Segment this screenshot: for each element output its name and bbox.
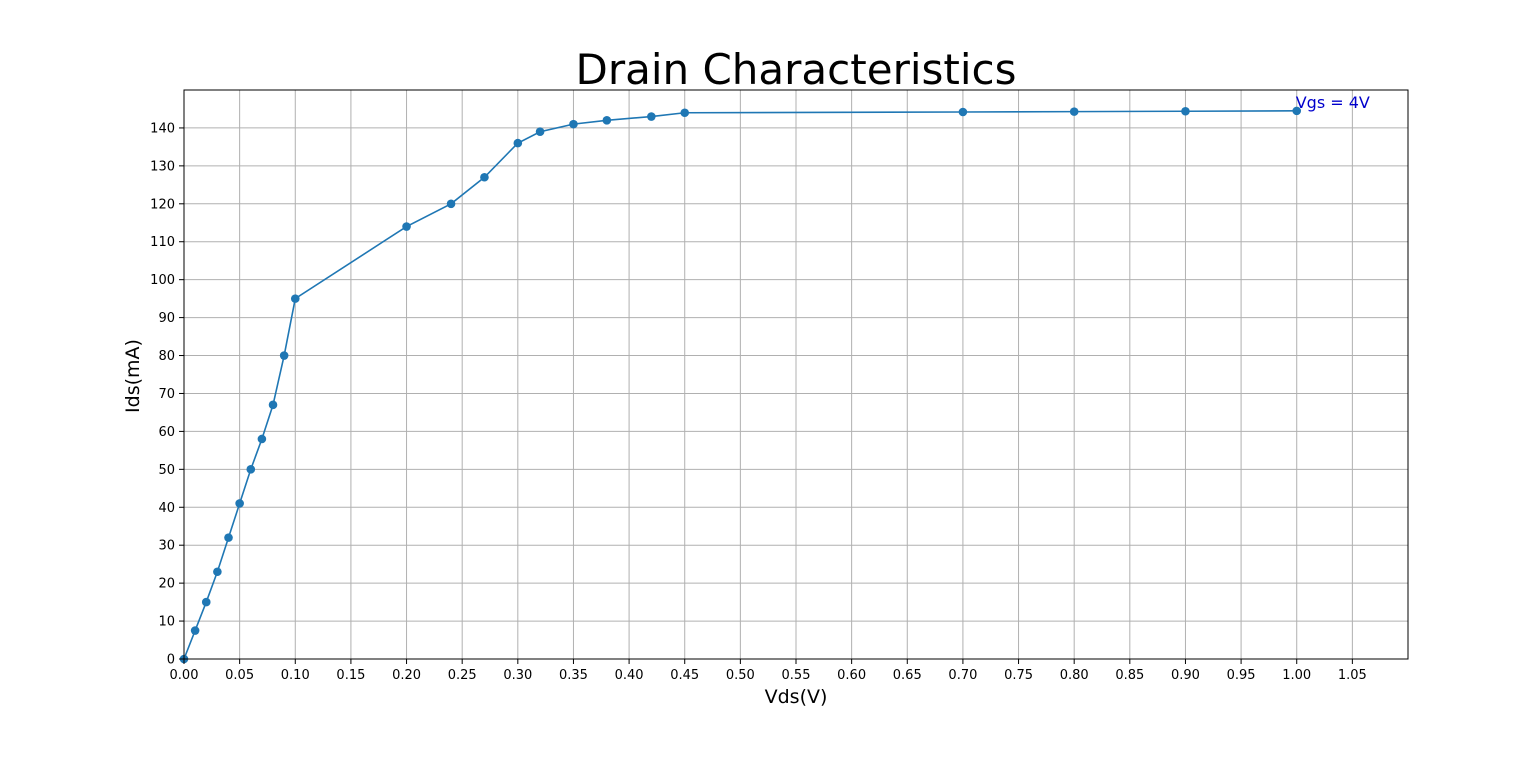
data-point: [958, 107, 968, 117]
data-point: [1181, 106, 1190, 116]
data-point: [279, 351, 289, 360]
data-point: [647, 112, 656, 121]
vgs-annotation: Vgs = 4V: [1296, 93, 1370, 112]
data-point: [680, 108, 690, 118]
data-point: [602, 116, 612, 125]
x-tick-label: 0.40: [615, 668, 644, 683]
data-point: [1292, 106, 1302, 116]
annotations: Vgs = 4V: [1296, 93, 1370, 112]
axis-ticks: 0.00 0.05 0.10 0.15 0.20 0.25 0.30 0.35 0.40 0.45…: [150, 121, 1367, 683]
y-tick-label: 50: [158, 463, 175, 478]
x-tick-label: 0.00: [170, 668, 199, 683]
x-tick-label: 0.15: [336, 668, 365, 683]
x-tick-label: 0.50: [726, 668, 755, 683]
x-tick-label: 0.85: [1115, 668, 1144, 683]
x-tick-label: 0.60: [837, 668, 866, 683]
data-point: [513, 138, 523, 148]
x-axis-label: Vds(V): [765, 686, 828, 708]
data-point: [1069, 107, 1079, 116]
x-tick-label: 0.30: [503, 668, 532, 683]
x-tick-label: 0.45: [670, 668, 699, 683]
series-line: [183, 110, 1297, 660]
data-point: [480, 172, 489, 182]
y-tick-label: 140: [150, 121, 175, 136]
x-tick-label: 0.95: [1227, 668, 1256, 683]
y-tick-label: 80: [158, 349, 175, 364]
x-tick-label: 1.00: [1282, 668, 1311, 683]
y-tick-label: 0: [167, 653, 175, 668]
y-tick-label: 120: [150, 197, 175, 212]
y-tick-label: 90: [158, 311, 175, 326]
y-tick-label: 130: [150, 159, 175, 174]
data-point: [213, 567, 222, 577]
x-tick-label: 0.70: [948, 668, 977, 683]
data-point: [246, 465, 256, 474]
data-point: [201, 597, 211, 607]
x-tick-label: 0.55: [782, 668, 811, 683]
y-tick-label: 100: [150, 273, 175, 288]
x-tick-label: 0.25: [448, 668, 477, 683]
x-tick-label: 0.35: [559, 668, 588, 683]
data-point: [290, 294, 300, 303]
data-point: [535, 127, 545, 137]
x-tick-label: 0.05: [225, 668, 254, 683]
y-tick-label: 30: [158, 539, 175, 554]
y-tick-label: 20: [158, 577, 175, 592]
data-series: [179, 106, 1302, 664]
data-point: [402, 222, 411, 231]
x-tick-label: 0.65: [893, 668, 922, 683]
y-axis-label: Ids(mA): [122, 339, 144, 413]
data-point: [224, 533, 233, 542]
data-point: [257, 434, 267, 444]
x-tick-label: 0.75: [1004, 668, 1033, 683]
data-point: [235, 499, 244, 508]
x-tick-label: 1.05: [1338, 668, 1367, 683]
y-tick-label: 110: [150, 235, 175, 250]
y-tick-label: 70: [158, 387, 175, 402]
data-point: [446, 199, 456, 209]
y-tick-label: 60: [158, 425, 175, 440]
x-tick-label: 0.80: [1060, 668, 1089, 683]
y-tick-label: 10: [158, 615, 175, 630]
x-tick-label: 0.20: [392, 668, 421, 683]
x-tick-label: 0.10: [281, 668, 310, 683]
data-point: [569, 119, 578, 129]
chart-title: Drain Characteristics: [576, 45, 1017, 94]
y-tick-label: 40: [158, 501, 175, 516]
x-tick-label: 0.90: [1171, 668, 1200, 683]
data-point: [268, 400, 278, 410]
data-point: [190, 626, 200, 635]
